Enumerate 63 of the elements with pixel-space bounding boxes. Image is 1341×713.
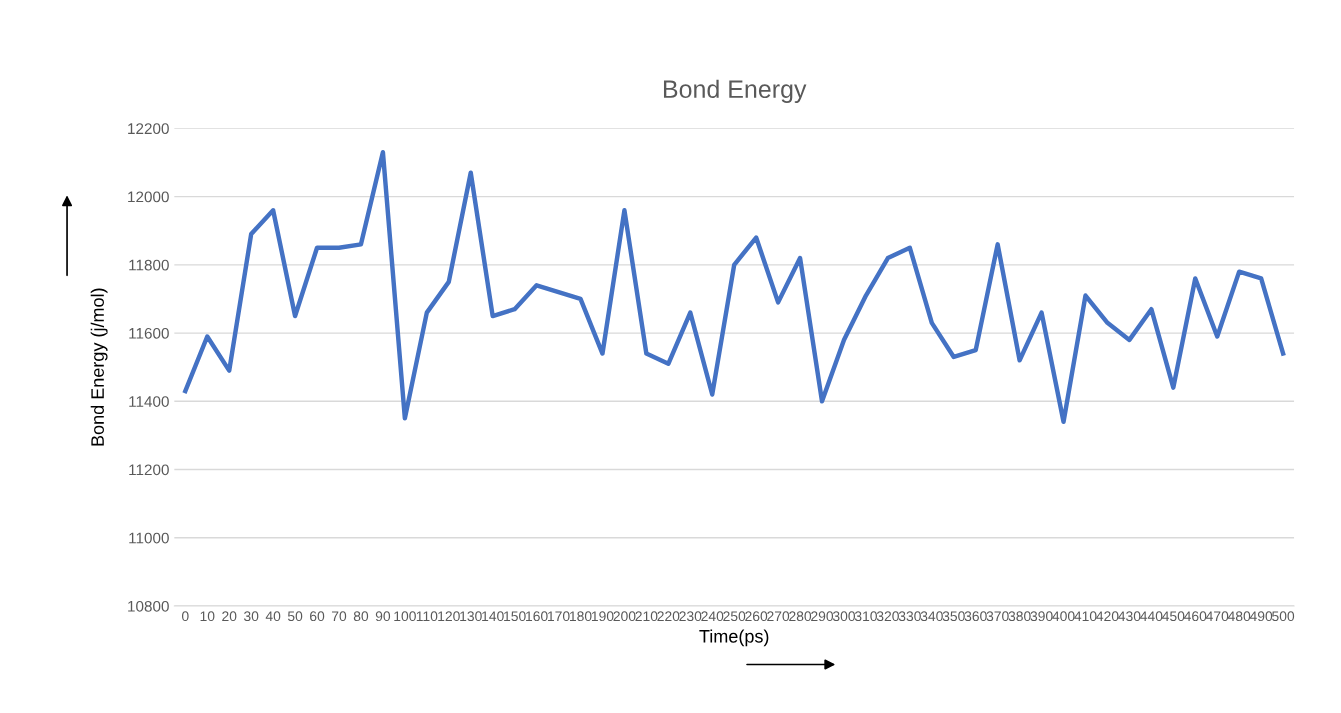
x-tick-label: 110 <box>416 611 438 622</box>
x-tick-label: 310 <box>854 611 877 622</box>
x-tick-label: 230 <box>679 611 702 622</box>
y-tick-label: 11400 <box>129 396 169 407</box>
line-series <box>183 150 1286 425</box>
x-tick-label: 480 <box>1227 611 1251 622</box>
x-tick-label: 390 <box>1030 611 1053 622</box>
x-tick-label: 370 <box>986 611 1009 622</box>
x-tick-label: 40 <box>265 611 281 622</box>
x-tick-label: 330 <box>898 611 921 622</box>
x-tick-label: 80 <box>353 611 369 622</box>
x-tick-label: 430 <box>1118 611 1141 622</box>
x-tick-label: 380 <box>1008 611 1031 622</box>
x-tick-label: 440 <box>1140 611 1163 622</box>
y-tick-label: 12000 <box>128 191 169 203</box>
x-tick-label: 220 <box>657 611 680 622</box>
chart-title: Bond Energy <box>663 79 807 103</box>
x-tick-label: 350 <box>942 611 965 622</box>
y-tick-label: 11000 <box>129 532 169 544</box>
x-tick-label: 90 <box>375 611 391 622</box>
x-tick-label: 190 <box>591 611 614 622</box>
y-axis-title: Bond Energy (j/mol) <box>90 288 108 446</box>
x-tick-label: 400 <box>1052 611 1075 622</box>
x-tick-label: 290 <box>811 611 834 622</box>
x-tick-label: 160 <box>526 611 548 622</box>
y-tick-label: 10800 <box>128 600 169 612</box>
x-tick-label: 210 <box>635 611 658 622</box>
x-tick-label: 340 <box>920 611 943 622</box>
x-tick-label: 70 <box>331 611 347 622</box>
x-tick-label: 240 <box>701 611 724 622</box>
x-tick-label: 280 <box>789 611 812 622</box>
x-tick-label: 60 <box>310 611 325 622</box>
x-tick-label: 200 <box>613 611 636 622</box>
x-tick-label: 270 <box>767 611 790 622</box>
y-tick-label: 11600 <box>129 327 169 339</box>
y-tick-label: 11200 <box>129 464 169 476</box>
x-tick-label: 320 <box>876 611 899 622</box>
x-tick-label: 250 <box>723 611 746 622</box>
x-tick-label: 30 <box>243 611 259 622</box>
x-tick-label: 20 <box>222 611 237 622</box>
x-tick-label: 150 <box>504 611 526 622</box>
x-tick-label: 490 <box>1249 611 1273 622</box>
x-tick-label: 410 <box>1074 611 1097 622</box>
x-tick-label: 470 <box>1205 611 1229 622</box>
x-tick-label: 170 <box>548 611 570 622</box>
x-tick-label: 100 <box>394 611 416 622</box>
y-tick-label: 12200 <box>128 123 169 135</box>
x-tick-label: 300 <box>832 611 856 622</box>
x-tick-label: 10 <box>200 611 215 622</box>
x-tick-label: 360 <box>964 611 987 622</box>
x-tick-label: 130 <box>460 611 482 622</box>
x-tick-label: 420 <box>1096 611 1119 622</box>
x-tick-label: 0 <box>181 611 189 622</box>
x-axis-title: Time(ps) <box>699 629 769 647</box>
x-tick-label: 450 <box>1162 611 1185 622</box>
x-tick-label: 460 <box>1184 611 1207 622</box>
x-tick-label: 260 <box>745 611 768 622</box>
x-tick-label: 50 <box>287 611 303 622</box>
x-tick-label: 140 <box>482 611 504 622</box>
x-tick-label: 120 <box>438 611 460 622</box>
x-tick-label: 500 <box>1272 611 1295 622</box>
y-tick-label: 11800 <box>129 259 169 271</box>
x-tick-label: 180 <box>569 611 592 622</box>
